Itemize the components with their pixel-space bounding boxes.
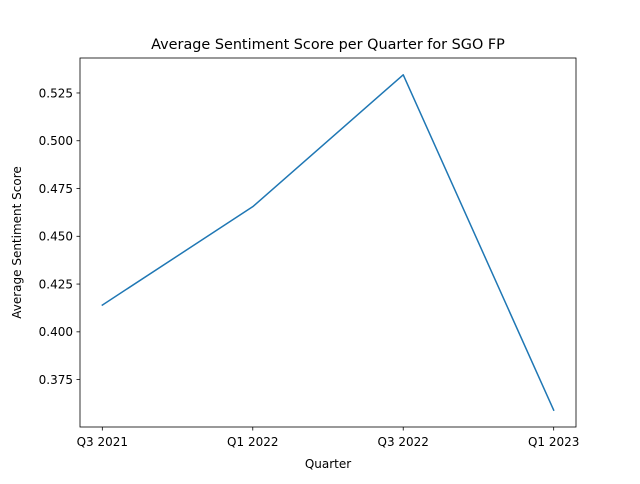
y-axis-label: Average Sentiment Score	[10, 166, 24, 319]
x-axis-label: Quarter	[305, 457, 351, 471]
y-tick-label: 0.425	[39, 277, 73, 291]
y-tick-label: 0.375	[39, 373, 73, 387]
y-tick-label: 0.475	[39, 182, 73, 196]
chart-title: Average Sentiment Score per Quarter for …	[151, 37, 505, 53]
x-tick-label: Q1 2023	[528, 435, 579, 449]
x-tick-label: Q3 2021	[77, 435, 128, 449]
y-tick-label: 0.500	[39, 134, 73, 148]
y-tick-label: 0.400	[39, 325, 73, 339]
x-tick-label: Q3 2022	[378, 435, 429, 449]
y-tick-label: 0.525	[39, 86, 73, 100]
x-tick-label: Q1 2022	[227, 435, 278, 449]
y-tick-label: 0.450	[39, 230, 73, 244]
